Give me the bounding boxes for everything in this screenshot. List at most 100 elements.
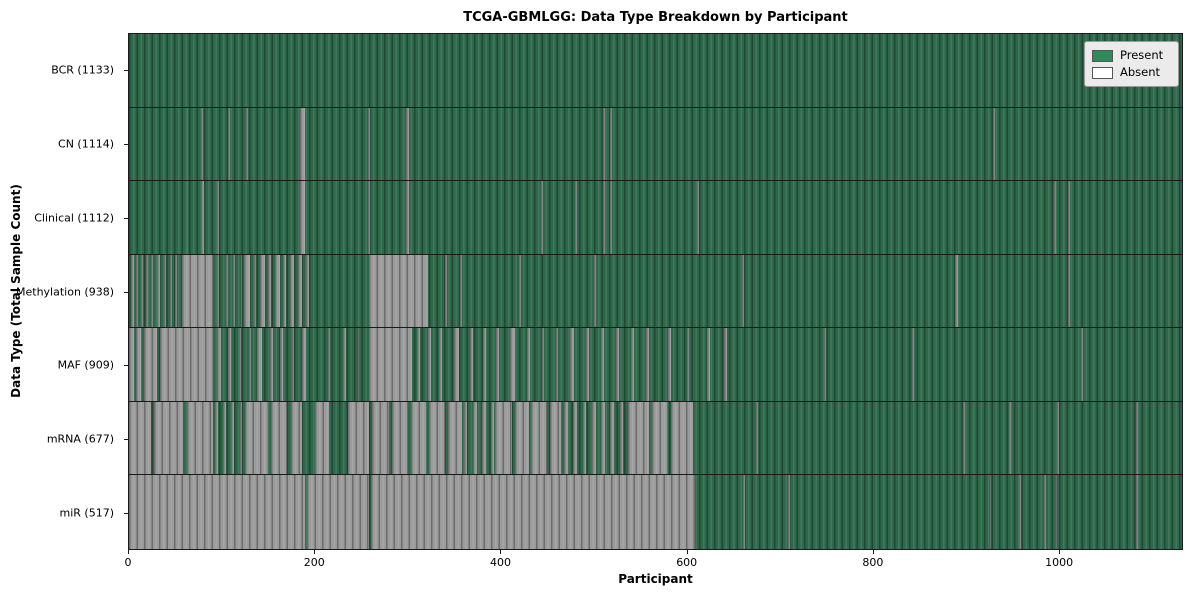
absent-segment (181, 254, 213, 328)
row-miR (129, 475, 1182, 549)
absent-segment (248, 328, 251, 401)
y-tick-label-mRNA: mRNA (677) (46, 432, 114, 446)
x-tick-mark (500, 550, 502, 554)
absent-segment (444, 254, 447, 328)
absent-segment (240, 254, 243, 328)
absent-segment (405, 107, 409, 181)
absent-segment (253, 254, 257, 328)
absent-segment (186, 401, 213, 475)
present-region (129, 181, 1182, 254)
absent-segment (135, 328, 142, 401)
absent-segment (723, 328, 727, 401)
absent-segment (129, 401, 152, 475)
absent-segment (143, 328, 157, 401)
absent-segment (470, 328, 473, 401)
absent-segment (756, 401, 759, 475)
x-tick-mark (686, 550, 688, 554)
absent-segment (169, 254, 172, 328)
absent-segment (483, 328, 486, 401)
absent-segment (1067, 181, 1070, 254)
absent-segment (550, 401, 562, 475)
absent-segment (573, 401, 577, 475)
legend-swatch-present-icon (1092, 49, 1113, 62)
absent-segment (370, 475, 695, 549)
absent-segment (367, 181, 370, 254)
absent-segment (1055, 475, 1058, 549)
present-region (129, 254, 1182, 328)
absent-segment (496, 328, 499, 401)
absent-segment (1044, 475, 1047, 549)
present-region (129, 34, 1182, 107)
absent-segment (156, 254, 160, 328)
absent-segment (563, 401, 568, 475)
x-tick-label-600: 600 (676, 556, 698, 569)
y-tick-mark (124, 69, 128, 71)
absent-segment (519, 254, 522, 328)
absent-segment (260, 254, 265, 328)
absent-segment (246, 107, 248, 181)
absent-segment (141, 254, 143, 328)
absent-segment (743, 475, 746, 549)
absent-segment (454, 328, 459, 401)
absent-segment (610, 107, 613, 181)
absent-segment (787, 475, 790, 549)
absent-segment (268, 254, 272, 328)
absent-segment (593, 254, 596, 328)
absent-segment (327, 328, 330, 401)
absent-segment (993, 107, 996, 181)
legend-swatch-absent-icon (1092, 66, 1113, 79)
absent-segment (245, 401, 269, 475)
y-tick-mark (124, 291, 128, 293)
plot-area (128, 33, 1183, 550)
y-tick-label-Clinical: Clinical (1112) (34, 211, 114, 225)
x-tick-label-800: 800 (862, 556, 884, 569)
absent-segment (175, 254, 178, 328)
absent-segment (130, 254, 134, 328)
x-tick-label-200: 200 (303, 556, 325, 569)
absent-segment (1080, 328, 1083, 401)
legend: Present Absent (1084, 41, 1179, 87)
absent-segment (628, 401, 650, 475)
y-tick-label-MAF: MAF (909) (57, 358, 114, 372)
absent-segment (348, 401, 369, 475)
absent-segment (429, 401, 445, 475)
absent-segment (555, 328, 559, 401)
absent-segment (1067, 254, 1070, 328)
absent-segment (962, 401, 965, 475)
absent-segment (217, 328, 221, 401)
absent-segment (531, 401, 548, 475)
legend-entry-absent: Absent (1092, 64, 1170, 81)
absent-segment (510, 328, 515, 401)
absent-segment (217, 181, 220, 254)
absent-segment (1057, 401, 1060, 475)
absent-segment (602, 181, 605, 254)
absent-segment (270, 328, 274, 401)
absent-segment (201, 181, 205, 254)
absent-segment (154, 401, 183, 475)
y-tick-mark (124, 217, 128, 219)
absent-segment (912, 328, 915, 401)
absent-segment (1053, 181, 1056, 254)
row-Methylation (129, 254, 1182, 329)
absent-segment (459, 254, 462, 328)
absent-segment (164, 254, 167, 328)
absent-segment (619, 401, 624, 475)
absent-segment (225, 254, 228, 328)
absent-segment (526, 328, 530, 401)
absent-segment (186, 107, 189, 181)
absent-segment (274, 254, 280, 328)
absent-segment (298, 254, 302, 328)
absent-segment (257, 328, 262, 401)
absent-segment (238, 328, 242, 401)
absent-segment (233, 254, 235, 328)
absent-segment (824, 328, 827, 401)
absent-segment (645, 328, 649, 401)
x-tick-label-0: 0 (124, 556, 132, 569)
absent-segment (290, 401, 302, 475)
absent-segment (129, 328, 134, 401)
y-tick-mark (124, 439, 128, 441)
absent-segment (300, 107, 305, 181)
absent-segment (228, 107, 231, 181)
absent-segment (541, 328, 545, 401)
legend-label-present: Present (1120, 48, 1164, 62)
